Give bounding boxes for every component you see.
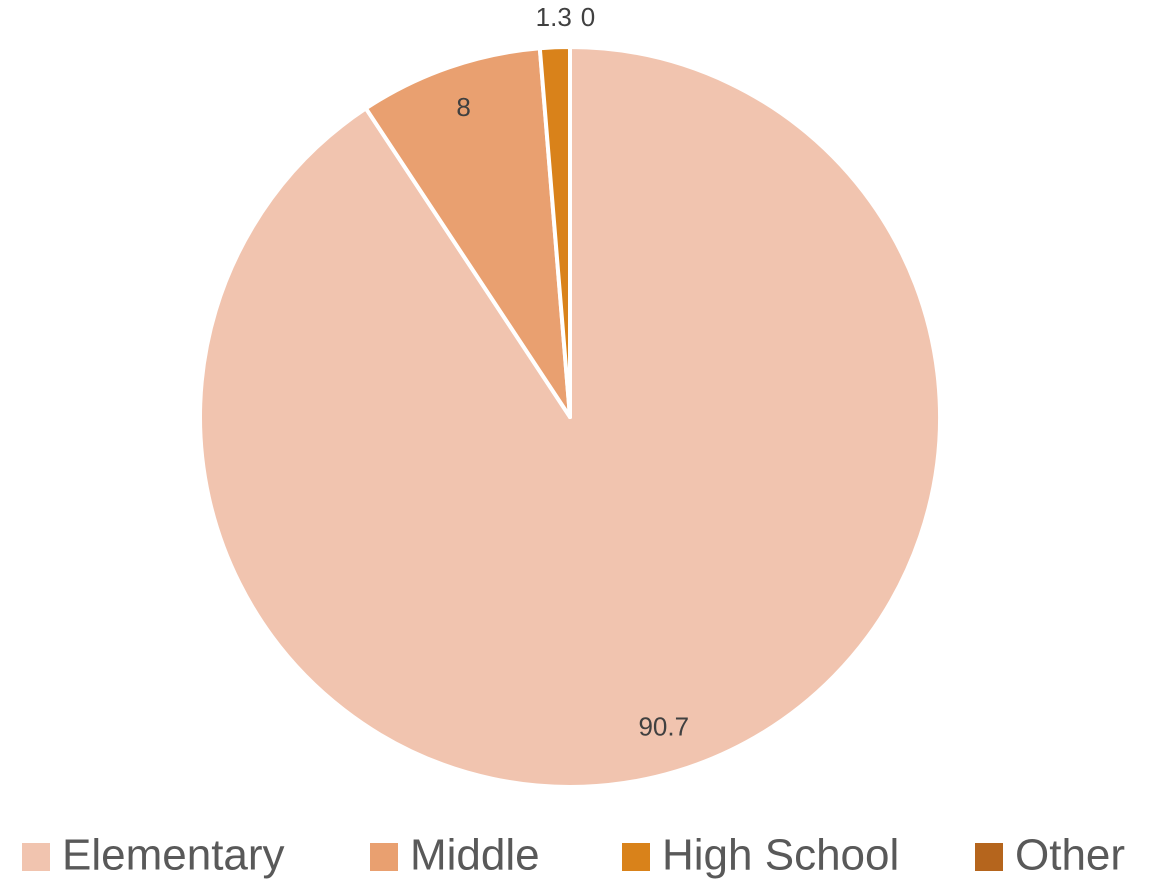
legend-swatch	[370, 843, 398, 871]
legend-label: Other	[1015, 831, 1125, 880]
legend-swatch	[22, 843, 50, 871]
data-label: 8	[456, 92, 470, 122]
legend-swatch	[622, 843, 650, 871]
data-label: 1.3	[536, 2, 572, 32]
legend-label: Elementary	[62, 831, 285, 880]
legend-label: High School	[662, 831, 899, 880]
pie-slice	[363, 46, 572, 419]
legend-swatch	[975, 843, 1003, 871]
data-label: 0	[581, 2, 595, 32]
data-label: 90.7	[638, 712, 689, 742]
legend-label: Middle	[410, 831, 540, 880]
